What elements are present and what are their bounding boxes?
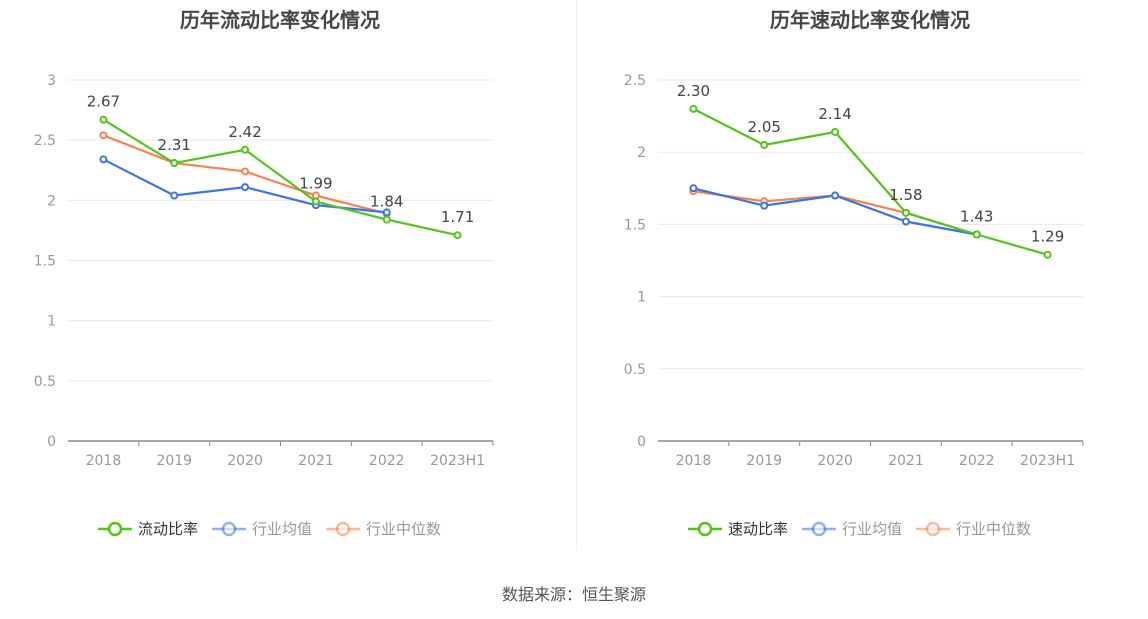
x-tick-label: 2023H1 <box>430 453 485 469</box>
data-label: 1.84 <box>370 193 403 211</box>
legend-line-circle-icon <box>688 521 722 536</box>
data-point <box>760 201 769 210</box>
series-line-速动比率 <box>692 107 1048 256</box>
data-point <box>760 140 769 149</box>
legend-item[interactable]: 流动比率 <box>98 518 198 539</box>
legend-line-circle-icon <box>326 521 361 536</box>
y-tick-label: 2.5 <box>624 73 646 89</box>
data-label: 2.31 <box>158 136 191 154</box>
x-tick-label: 2018 <box>86 453 122 469</box>
legend-label: 行业中位数 <box>366 520 442 538</box>
data-point <box>99 115 108 124</box>
x-tick-label: 2018 <box>676 453 712 469</box>
data-point <box>170 159 179 168</box>
data-label: 1.43 <box>960 208 993 226</box>
legend-label: 速动比率 <box>728 520 789 538</box>
legend-quick-ratio: 速动比率 行业均值 行业中位数 <box>688 518 1031 539</box>
y-tick-label: 0 <box>47 434 56 450</box>
y-tick-label: 1 <box>47 314 56 330</box>
x-tick-label: 2022 <box>959 453 995 469</box>
data-label: 2.67 <box>87 93 120 111</box>
legend-label: 行业均值 <box>842 520 903 538</box>
data-label: 1.58 <box>889 186 922 204</box>
divider <box>576 0 577 550</box>
x-tick-label: 2022 <box>369 453 405 469</box>
data-point <box>1043 250 1052 259</box>
legend-item[interactable]: 速动比率 <box>688 518 788 539</box>
data-point <box>972 230 981 239</box>
data-point <box>901 217 910 226</box>
data-point <box>831 191 840 200</box>
data-label: 2.14 <box>818 105 851 123</box>
legend-item[interactable]: 行业均值 <box>212 518 312 539</box>
data-point <box>453 231 462 240</box>
x-tick-label: 2023H1 <box>1020 453 1075 469</box>
data-label: 1.29 <box>1031 228 1064 246</box>
data-label: 1.71 <box>441 208 474 226</box>
data-point <box>241 145 250 154</box>
legend-line-circle-icon <box>212 521 247 536</box>
data-point <box>99 131 108 140</box>
x-tick-label: 2021 <box>298 453 334 469</box>
data-label: 2.42 <box>228 123 261 141</box>
legend-current-ratio: 流动比率 行业均值 行业中位数 <box>98 518 441 539</box>
legend-line-circle-icon <box>98 521 132 536</box>
x-tick-label: 2020 <box>817 453 853 469</box>
legend-item[interactable]: 行业均值 <box>802 518 902 539</box>
legend-item[interactable]: 行业中位数 <box>326 518 441 539</box>
data-label: 1.99 <box>299 175 332 193</box>
legend-label: 行业均值 <box>252 520 313 538</box>
x-tick-label: 2020 <box>227 453 263 469</box>
data-label: 2.30 <box>677 82 710 100</box>
chart-title-quick-ratio: 历年速动比率变化情况 <box>770 8 970 32</box>
y-tick-label: 0.5 <box>34 374 56 390</box>
data-point <box>382 215 391 224</box>
y-tick-label: 1.5 <box>34 254 56 270</box>
x-tick-label: 2019 <box>156 453 192 469</box>
data-point <box>831 127 840 136</box>
y-tick-label: 0.5 <box>624 362 646 378</box>
data-label: 2.05 <box>748 118 781 136</box>
y-tick-label: 1.5 <box>624 217 646 233</box>
data-point <box>382 208 391 217</box>
y-tick-label: 2.5 <box>34 133 56 149</box>
data-point <box>901 208 910 217</box>
series-line-流动比率 <box>102 118 458 237</box>
data-point <box>99 155 108 164</box>
legend-label: 流动比率 <box>138 520 199 538</box>
legend-line-circle-icon <box>916 521 951 536</box>
chart-title-current-ratio: 历年流动比率变化情况 <box>180 8 380 32</box>
data-point <box>689 184 698 193</box>
y-tick-label: 0 <box>637 434 646 450</box>
y-tick-label: 2 <box>637 145 646 161</box>
data-point <box>689 104 698 113</box>
x-tick-label: 2021 <box>888 453 924 469</box>
legend-line-circle-icon <box>802 521 837 536</box>
x-tick-label: 2019 <box>746 453 782 469</box>
y-tick-label: 3 <box>47 73 56 89</box>
data-point <box>241 167 250 176</box>
legend-item[interactable]: 行业中位数 <box>916 518 1031 539</box>
legend-label: 行业中位数 <box>956 520 1032 538</box>
data-source: 数据来源：恒生聚源 <box>501 585 646 604</box>
data-point <box>170 191 179 200</box>
data-point <box>241 183 250 192</box>
y-tick-label: 1 <box>637 290 646 306</box>
data-point <box>311 197 320 206</box>
y-tick-label: 2 <box>47 193 56 209</box>
